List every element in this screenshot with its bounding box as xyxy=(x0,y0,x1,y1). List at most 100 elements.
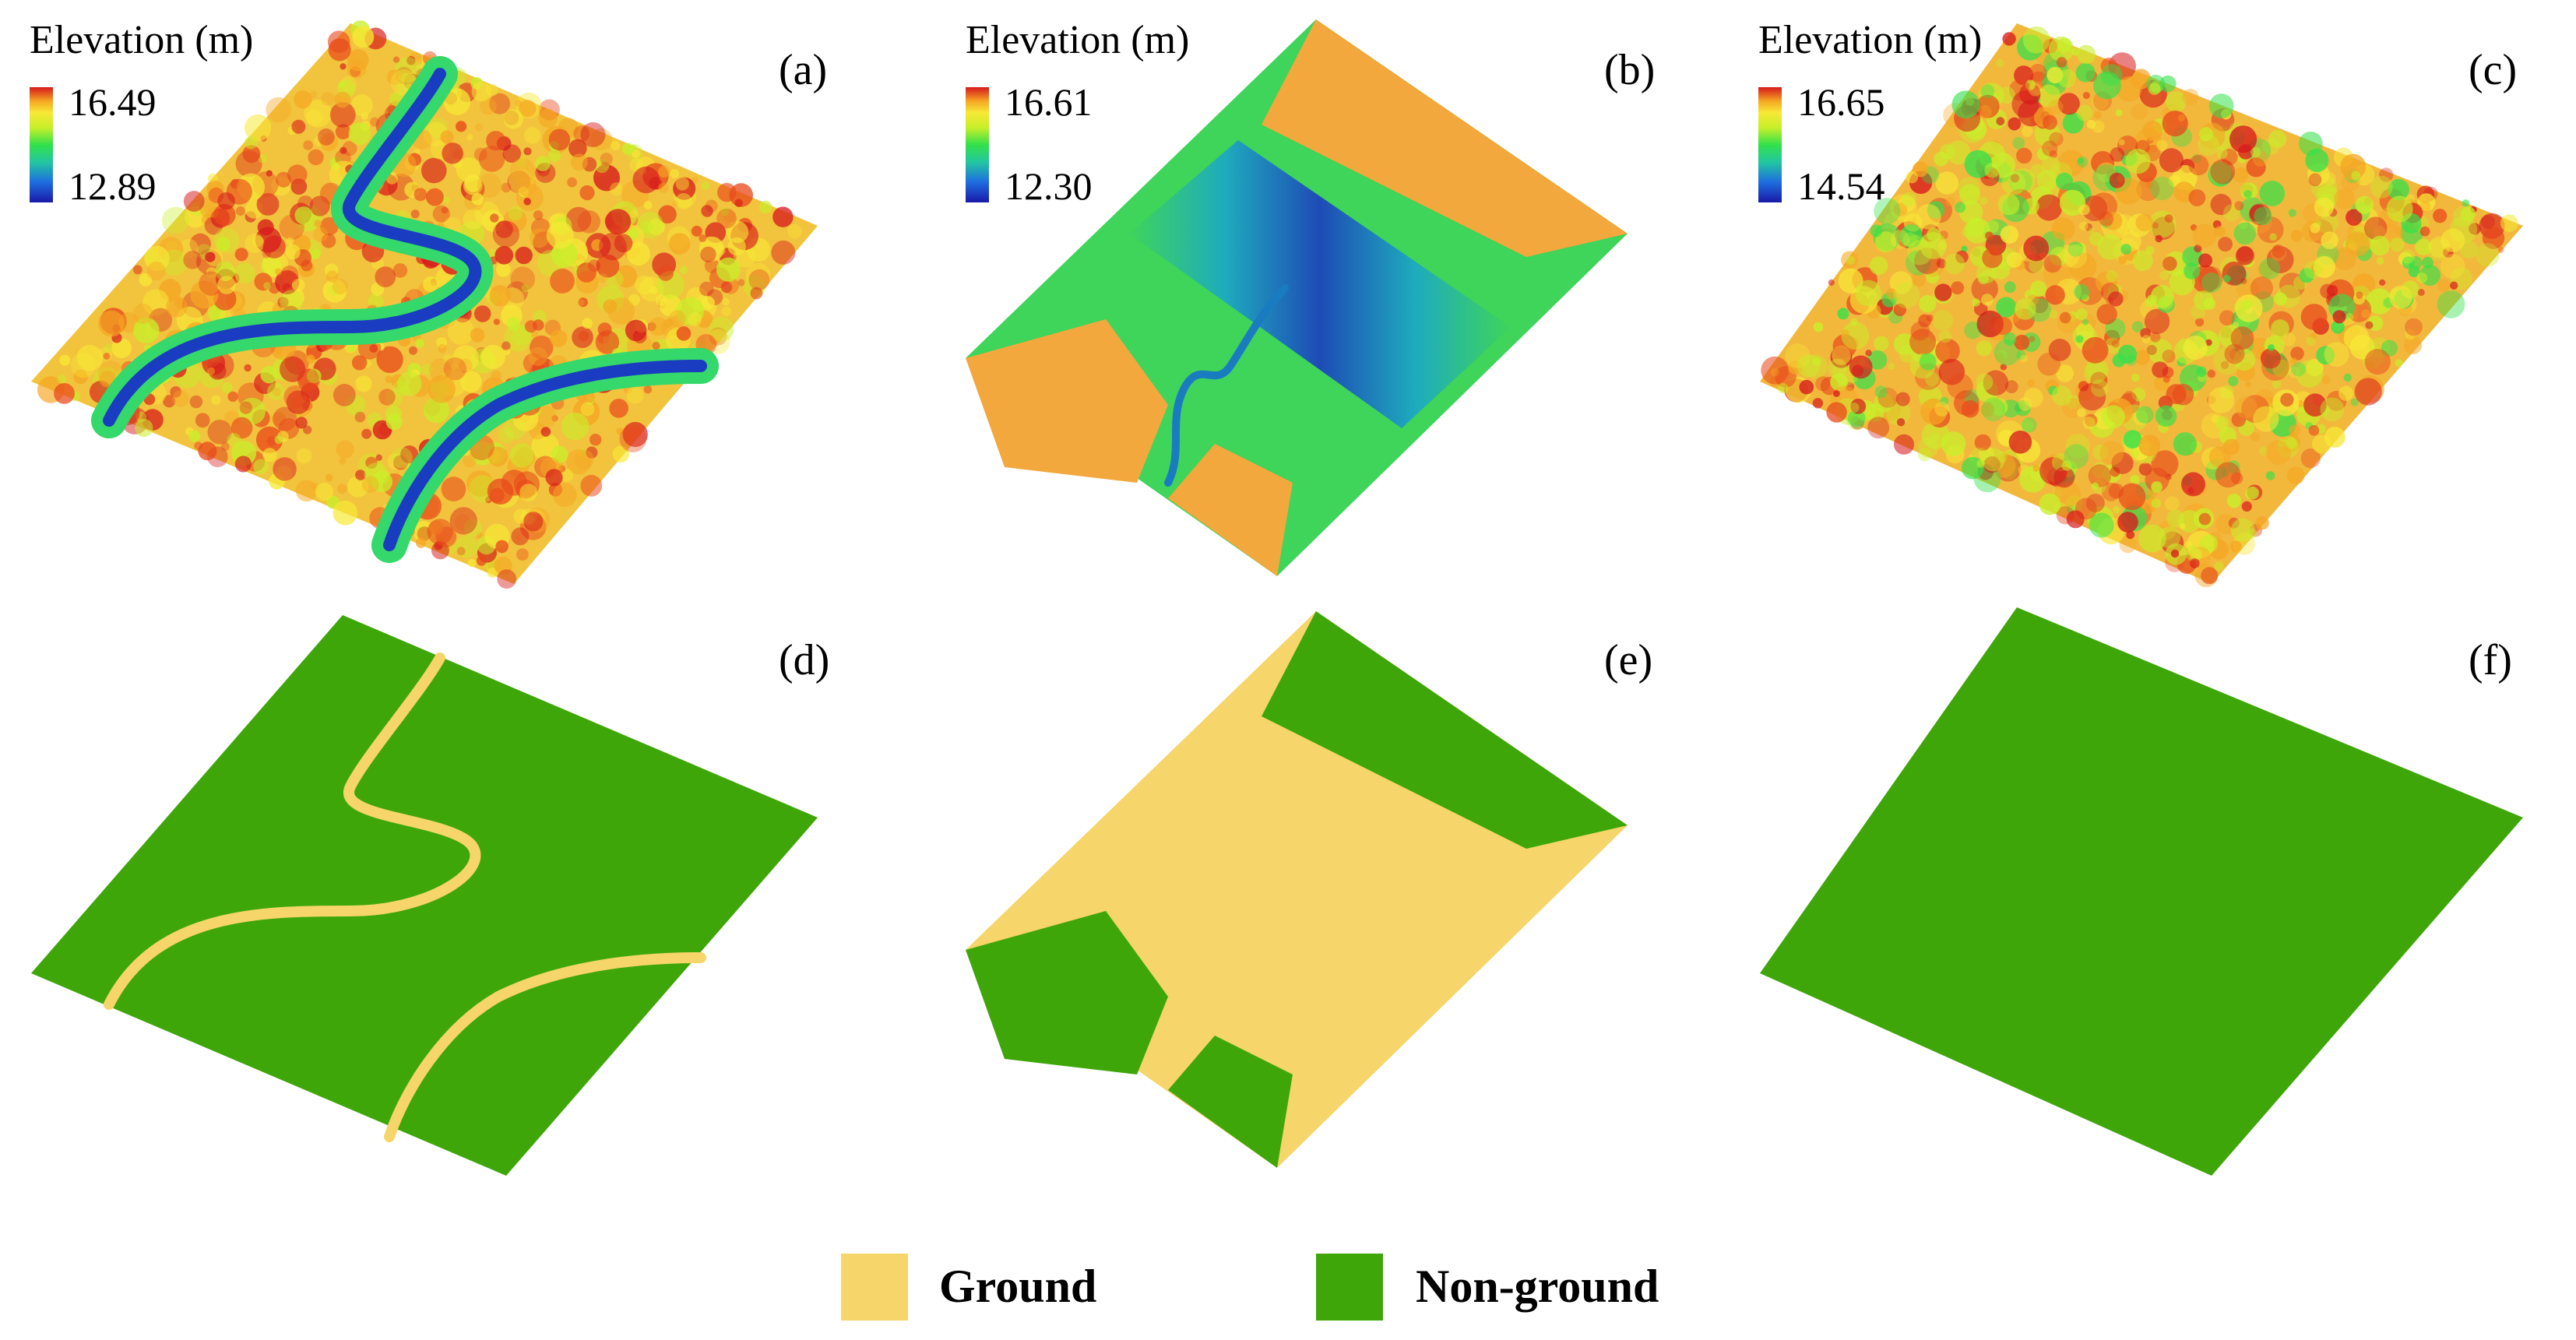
panel-c-speck xyxy=(1934,401,1950,417)
panel-a-speck xyxy=(345,395,366,416)
panel-c-speck xyxy=(2220,360,2229,369)
panel-a-speck xyxy=(658,205,677,224)
panel-c-speck xyxy=(2076,104,2093,121)
panel-a-speck xyxy=(477,173,502,198)
panel-c-speck xyxy=(2068,252,2097,281)
panel-a-speck xyxy=(502,144,522,163)
panel-c-speck xyxy=(1841,251,1859,269)
panel-e-upper-bank xyxy=(1262,611,1628,849)
panel-c-speck xyxy=(2133,410,2148,426)
panel-c-speck xyxy=(2088,464,2111,487)
panel-c-speck xyxy=(2097,234,2123,260)
panel-c-speck xyxy=(2059,311,2071,324)
panel-c-speck xyxy=(2075,62,2096,83)
panel-a-speck xyxy=(274,435,283,445)
panel-f-surface xyxy=(1760,607,2523,1176)
panel-c-speck xyxy=(2234,201,2244,211)
panel-a-speck xyxy=(580,402,595,417)
panel-a-speck xyxy=(308,149,324,166)
panel-a-speck xyxy=(321,234,336,248)
panel-c-speck xyxy=(1920,398,1948,425)
panel-c-speck xyxy=(2047,99,2064,115)
panel-c-colorbar-min: 14.54 xyxy=(1797,164,1885,208)
panel-c-speck xyxy=(2022,26,2050,54)
panel-c-speck xyxy=(2057,149,2085,177)
panel-c-speck xyxy=(2020,419,2034,432)
legend: Ground Non-ground xyxy=(841,1254,1659,1321)
panel-c-speck xyxy=(2308,173,2322,187)
panel-a-speck xyxy=(670,169,680,179)
panel-c-speck xyxy=(1910,321,1930,341)
panel-c-speck xyxy=(2228,376,2239,386)
panel-c-speck xyxy=(2042,114,2057,130)
panel-c-speck xyxy=(1867,350,1888,370)
panel-a-speck xyxy=(332,278,348,294)
panel-a-speck xyxy=(599,232,627,261)
panel-c-speck xyxy=(2004,380,2018,394)
panel-a-speck xyxy=(350,94,373,117)
panel-c-speck xyxy=(2173,432,2197,456)
panel-c-speck xyxy=(2198,253,2212,268)
panel-a-speck xyxy=(385,375,393,384)
panel-a-speck xyxy=(103,353,111,360)
panel-c-speck xyxy=(1997,86,2015,104)
panel-a-river-upper-core xyxy=(103,68,482,427)
panel-a-speck xyxy=(234,262,255,284)
panel-c-speck xyxy=(2117,512,2138,533)
panel-a-speck xyxy=(244,364,252,372)
panel-c-speck xyxy=(1812,357,1821,366)
panel-a-label: (a) xyxy=(779,46,827,94)
panel-c-speck xyxy=(2422,256,2433,269)
panel-a-speck xyxy=(463,209,484,230)
panel-c-speck xyxy=(2290,346,2304,360)
panel-a-speck xyxy=(421,364,433,375)
panel-c-colorbar-title: Elevation (m) xyxy=(1758,18,1982,62)
panel-a-speck xyxy=(205,251,216,262)
panel-a-speck xyxy=(509,158,536,184)
panel-c-speck xyxy=(2022,125,2033,137)
panel-a-speck xyxy=(473,305,491,322)
panel-c-speck xyxy=(2250,276,2273,300)
panel-c-speck xyxy=(2324,427,2345,448)
panel-c-speck xyxy=(1895,392,1910,406)
panel-c-speck xyxy=(2261,353,2289,381)
panel-c-speck xyxy=(2131,387,2146,402)
panel-c-speck xyxy=(2113,506,2120,514)
panel-a-speck xyxy=(463,454,477,468)
panel-a-speck xyxy=(643,385,653,394)
panel-a-speck xyxy=(294,206,313,225)
panel-c-speck xyxy=(2022,417,2037,433)
panel-c-speck xyxy=(1977,273,1989,284)
panel-c-speck xyxy=(2125,149,2151,174)
panel-c-speck xyxy=(2255,389,2275,407)
panel-c-speck xyxy=(1945,197,1955,206)
panel-a-speck xyxy=(519,484,537,502)
panel-c-speck xyxy=(2100,64,2123,86)
panel-c-speck xyxy=(2255,516,2269,530)
panel-c-speck xyxy=(1830,373,1849,392)
panel-a-speck xyxy=(643,201,653,209)
panel-c-speck xyxy=(2049,246,2069,266)
panel-f-label: (f) xyxy=(2469,636,2512,684)
panel-c-speck xyxy=(2272,244,2286,259)
panel-c-speck xyxy=(2379,167,2394,182)
panel-a-speck xyxy=(370,117,380,127)
panel-a-speck xyxy=(701,296,715,310)
panel-a-speck xyxy=(189,233,211,255)
panel-a-speck xyxy=(301,259,313,272)
panel-c-speck xyxy=(2363,216,2388,241)
panel-a-speck xyxy=(529,228,549,248)
panel-a-speck xyxy=(242,145,261,164)
panel-a-speck xyxy=(385,389,403,406)
panel-c-speck xyxy=(1981,294,1994,306)
panel-c-speck xyxy=(1944,253,1965,275)
panel-c-speck xyxy=(2320,397,2345,422)
panel-a-speck xyxy=(347,476,369,498)
panel-c-speck xyxy=(2190,558,2200,568)
panel-c-speck xyxy=(2214,226,2226,237)
panel-a-colorbar xyxy=(30,87,53,202)
panel-b-lower-bank-right xyxy=(1168,444,1293,576)
panel-c-speck xyxy=(2109,172,2125,188)
panel-c-colorbar-max: 16.65 xyxy=(1797,80,1885,124)
panel-a-speck xyxy=(421,157,447,184)
